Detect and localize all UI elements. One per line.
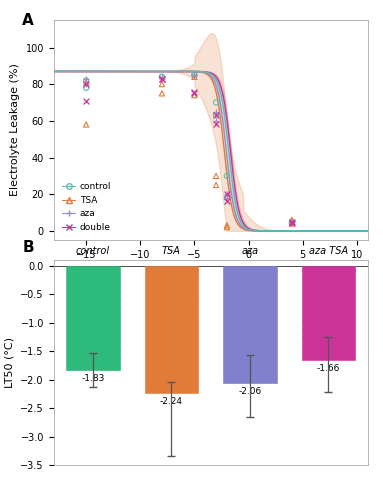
Point xyxy=(83,96,89,104)
Point xyxy=(224,198,230,205)
Point xyxy=(224,194,230,202)
X-axis label: Temperature (°C): Temperature (°C) xyxy=(162,266,259,276)
Y-axis label: Electrolyte Leakage (%): Electrolyte Leakage (%) xyxy=(10,64,20,196)
Point xyxy=(159,80,165,88)
Text: -2.06: -2.06 xyxy=(238,387,262,396)
Point xyxy=(224,190,230,198)
Point xyxy=(192,90,198,98)
Text: -2.24: -2.24 xyxy=(160,397,183,406)
Text: aza: aza xyxy=(241,246,259,256)
Point xyxy=(213,112,219,120)
Point xyxy=(289,218,295,226)
Text: -1.83: -1.83 xyxy=(81,374,105,383)
Bar xyxy=(302,266,355,360)
Point xyxy=(213,108,219,116)
Text: TSA: TSA xyxy=(162,246,181,256)
Point xyxy=(224,222,230,230)
Point xyxy=(289,220,295,228)
Text: aza TSA: aza TSA xyxy=(309,246,348,256)
Point xyxy=(192,91,198,99)
Point xyxy=(83,80,89,88)
Text: B: B xyxy=(22,240,34,254)
Point xyxy=(213,120,219,128)
Point xyxy=(224,223,230,231)
Point xyxy=(289,218,295,226)
Point xyxy=(83,78,89,86)
Point xyxy=(83,120,89,128)
Point xyxy=(159,90,165,98)
Point xyxy=(289,220,295,228)
Bar xyxy=(223,266,277,383)
Point xyxy=(192,71,198,79)
Y-axis label: LT50 (°C): LT50 (°C) xyxy=(5,337,15,388)
Point xyxy=(83,76,89,84)
Point xyxy=(159,74,165,82)
Point xyxy=(159,74,165,82)
Point xyxy=(192,88,198,96)
Point xyxy=(213,112,219,120)
Point xyxy=(224,190,230,198)
Point xyxy=(192,71,198,79)
Point xyxy=(224,172,230,180)
Text: control: control xyxy=(76,246,110,256)
Point xyxy=(289,216,295,224)
Point xyxy=(192,71,198,79)
Point xyxy=(213,117,219,125)
Point xyxy=(192,71,198,79)
Point xyxy=(83,80,89,88)
Point xyxy=(159,73,165,81)
Text: -1.66: -1.66 xyxy=(317,364,340,373)
Point xyxy=(192,73,198,81)
Point xyxy=(289,218,295,226)
Point xyxy=(213,181,219,189)
Point xyxy=(213,172,219,180)
Point xyxy=(83,84,89,92)
Legend: control, TSA, aza, double: control, TSA, aza, double xyxy=(58,178,115,236)
Point xyxy=(213,98,219,106)
Point xyxy=(224,194,230,202)
Point xyxy=(289,220,295,228)
Point xyxy=(289,218,295,226)
Bar xyxy=(66,266,119,370)
Bar xyxy=(145,266,198,393)
Point xyxy=(83,74,89,82)
Point xyxy=(159,73,165,81)
Text: A: A xyxy=(22,14,34,28)
Point xyxy=(159,74,165,82)
Point xyxy=(159,73,165,81)
